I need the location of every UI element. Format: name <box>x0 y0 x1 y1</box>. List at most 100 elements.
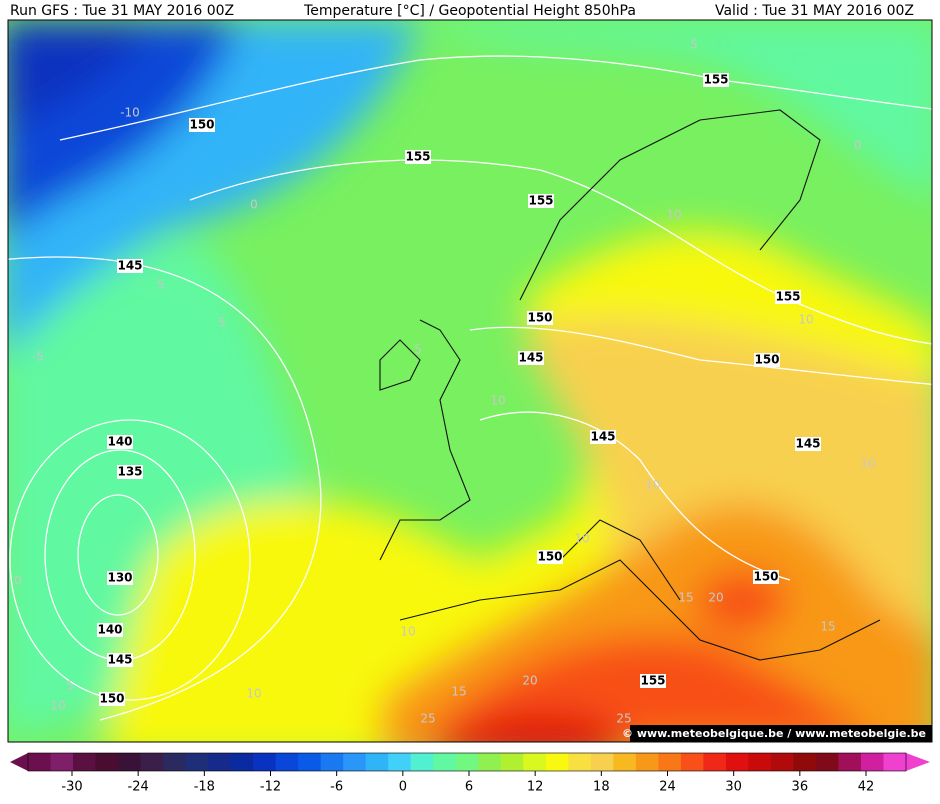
valid-label: Valid : Tue 31 MAY 2016 00Z <box>715 3 914 19</box>
colorbar-swatch <box>748 753 772 771</box>
height-label-box <box>97 623 123 637</box>
colorbar-swatch <box>28 753 52 771</box>
colorbar-swatch <box>410 753 434 771</box>
colorbar-tick-label: 0 <box>399 780 407 795</box>
height-label-box <box>117 259 143 273</box>
height-label: 150 <box>753 570 778 584</box>
temperature-label: 5 <box>414 343 422 357</box>
colorbar-swatch <box>680 753 704 771</box>
colorbar-arrow-right <box>906 753 930 771</box>
colorbar-swatch <box>568 753 592 771</box>
height-label-box <box>518 351 544 365</box>
height-label-box <box>107 571 133 585</box>
colorbar-swatch <box>545 753 569 771</box>
temperature-label: 0 <box>250 198 258 212</box>
credit-box <box>630 725 932 742</box>
temperature-label: 15 <box>678 591 693 605</box>
colorbar-swatch <box>770 753 794 771</box>
colorbar-tick-label: 12 <box>527 780 544 795</box>
colorbar-swatch <box>140 753 164 771</box>
height-label-box <box>640 674 666 688</box>
height-label: 145 <box>117 259 142 273</box>
temperature-label: 0 <box>14 574 22 588</box>
colorbar-swatch <box>635 753 659 771</box>
height-label-box <box>107 653 133 667</box>
height-label: 130 <box>107 571 132 585</box>
colorbar-arrow-left <box>10 753 28 771</box>
colorbar-tick-label: 6 <box>465 780 473 795</box>
height-label: 150 <box>537 550 562 564</box>
temperature-label: 10 <box>798 313 813 327</box>
colorbar-swatch <box>838 753 862 771</box>
colorbar-swatch <box>883 753 907 771</box>
colorbar-swatch <box>343 753 367 771</box>
height-label: 145 <box>590 430 615 444</box>
temperature-label: 5 <box>66 679 74 693</box>
colorbar-swatch <box>523 753 547 771</box>
temperature-label: 25 <box>420 712 435 726</box>
height-label-box <box>527 311 553 325</box>
height-label: 155 <box>703 73 728 87</box>
height-label: 140 <box>97 623 122 637</box>
temperature-label: 10 <box>860 457 875 471</box>
height-label: 155 <box>528 194 553 208</box>
colorbar-swatch <box>298 753 322 771</box>
colorbar-swatch <box>613 753 637 771</box>
colorbar-swatch <box>230 753 254 771</box>
temperature-label: 15 <box>820 620 835 634</box>
temperature-label: 20 <box>708 591 723 605</box>
colorbar-swatch <box>253 753 277 771</box>
height-label-box <box>703 73 729 87</box>
colorbar-swatch <box>725 753 749 771</box>
temperature-label: 10 <box>666 208 681 222</box>
height-label: 155 <box>775 290 800 304</box>
height-label-box <box>753 570 779 584</box>
height-label-box <box>754 353 780 367</box>
temperature-label: 10 <box>400 625 415 639</box>
map-frame <box>7 19 933 743</box>
temperature-label: 20 <box>522 674 537 688</box>
colorbar-swatch <box>320 753 344 771</box>
colorbar-swatch <box>433 753 457 771</box>
colorbar-swatch <box>793 753 817 771</box>
colorbar-frame <box>27 752 907 772</box>
colorbar-tick-label: -30 <box>61 780 82 795</box>
temperature-label: 15 <box>451 685 466 699</box>
height-label: 145 <box>795 437 820 451</box>
colorbar-tick-label: -12 <box>260 780 281 795</box>
colorbar-swatch <box>815 753 839 771</box>
coastlines <box>379 109 881 661</box>
colorbar-tick-label: -18 <box>194 780 215 795</box>
colorbar-tick-label: -6 <box>330 780 343 795</box>
colorbar-swatch <box>118 753 142 771</box>
colorbar-swatch <box>703 753 727 771</box>
height-label-box <box>528 194 554 208</box>
height-label: 155 <box>405 150 430 164</box>
height-label-box <box>795 437 821 451</box>
height-label-box <box>107 435 133 449</box>
temperature-label: 0 <box>854 139 862 153</box>
temperature-label: -5 <box>32 350 44 364</box>
height-label-box <box>117 465 143 479</box>
temperature-label: 5 <box>157 278 165 292</box>
temperature-label: -10 <box>120 106 140 120</box>
height-label: 155 <box>640 674 665 688</box>
colorbar-swatch <box>275 753 299 771</box>
colorbar-swatch <box>590 753 614 771</box>
colorbar-tick-label: 36 <box>792 780 809 795</box>
colorbar-swatch <box>163 753 187 771</box>
colorbar-swatch <box>455 753 479 771</box>
temperature-label: 10 <box>645 478 660 492</box>
colorbar-swatch <box>208 753 232 771</box>
run-label: Run GFS : Tue 31 MAY 2016 00Z <box>10 3 234 19</box>
height-label-box <box>775 290 801 304</box>
height-label: 145 <box>107 653 132 667</box>
height-label: 135 <box>117 465 142 479</box>
colorbar-swatch <box>73 753 97 771</box>
height-label-box <box>405 150 431 164</box>
colorbar-tick-label: 30 <box>725 780 742 795</box>
colorbar-swatch <box>50 753 74 771</box>
height-label: 150 <box>99 692 124 706</box>
